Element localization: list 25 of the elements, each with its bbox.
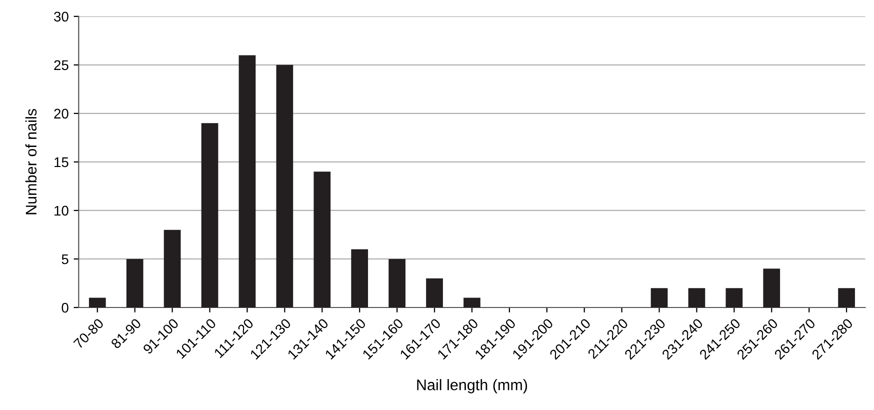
bar bbox=[726, 288, 743, 308]
bar bbox=[763, 268, 780, 308]
bar bbox=[276, 64, 294, 308]
x-axis-title: Nail length (mm) bbox=[417, 379, 528, 394]
y-tick-label: 0 bbox=[62, 302, 68, 313]
y-tick-label: 10 bbox=[54, 206, 68, 216]
bar bbox=[388, 258, 406, 308]
bar bbox=[688, 288, 706, 308]
bar bbox=[464, 298, 480, 308]
y-tick-label: 5 bbox=[62, 254, 68, 264]
y-tick-label: 30 bbox=[54, 12, 68, 22]
bar bbox=[126, 258, 144, 308]
bar bbox=[426, 278, 443, 308]
y-tick-label: 25 bbox=[54, 60, 68, 70]
bar bbox=[238, 55, 256, 308]
y-axis-title: Number of nails bbox=[25, 109, 37, 214]
bar bbox=[838, 288, 855, 308]
y-tick-label: 20 bbox=[54, 108, 68, 119]
bar bbox=[201, 123, 218, 308]
bar bbox=[314, 172, 331, 308]
bar bbox=[650, 288, 668, 308]
bar bbox=[88, 298, 106, 308]
bar bbox=[351, 249, 368, 308]
y-tick-label: 15 bbox=[54, 157, 68, 168]
bar bbox=[164, 230, 181, 308]
